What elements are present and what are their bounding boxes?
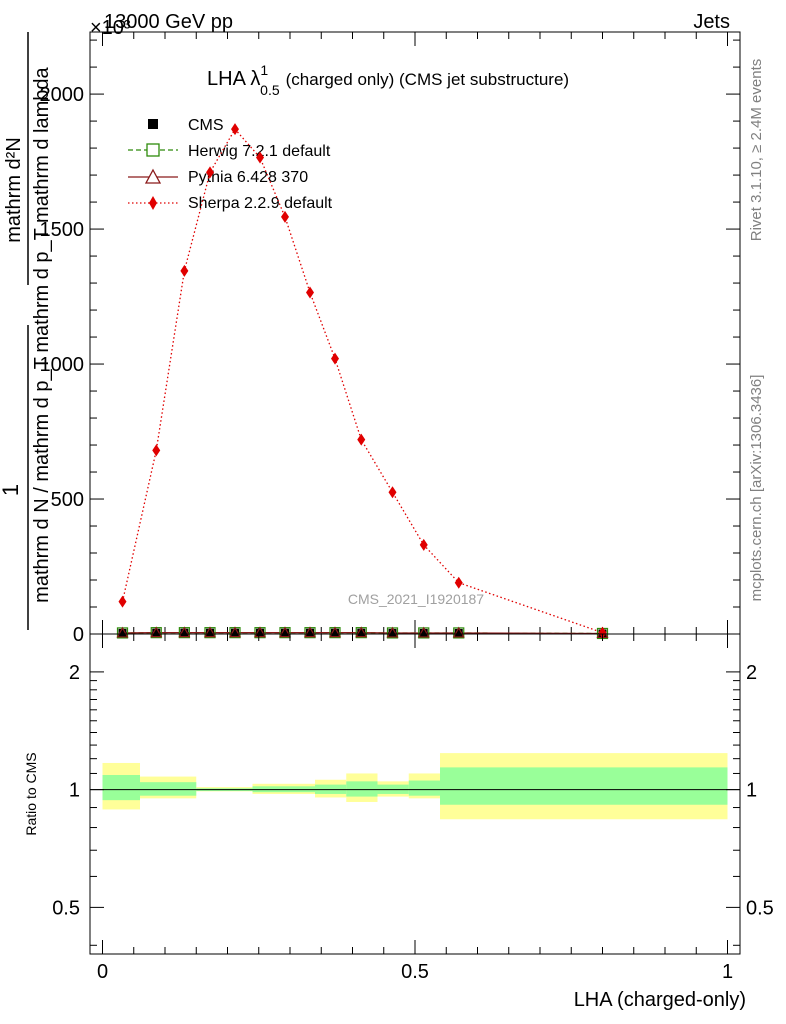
- sherpa-point: [419, 538, 428, 551]
- ratio-xtick-label: 0: [97, 961, 108, 983]
- sherpa-point: [388, 486, 397, 499]
- title-rest: (charged only) (CMS jet substructure): [286, 70, 569, 89]
- pythia-point: [228, 626, 242, 638]
- cms-point: [231, 628, 239, 637]
- ratio-panel: 0.5 0.51 12 2 0 0.5 1 Ratio to CMS LHA (charg…: [23, 633, 774, 1011]
- main-ytick-label: 1000: [40, 354, 85, 376]
- rivet-version-label: Rivet 3.1.10, ≥ 2.4M events: [748, 59, 765, 242]
- jets-label: Jets: [693, 11, 730, 33]
- sherpa-marker-icon: [149, 196, 157, 210]
- sherpa-point: [306, 286, 314, 299]
- title-sub: 0.5: [260, 82, 280, 98]
- sherpa-point: [454, 576, 463, 589]
- pythia-point: [417, 626, 430, 638]
- ratio-ytick-label-right: 1: [746, 780, 757, 802]
- sherpa-point: [206, 166, 214, 179]
- sherpa-point: [331, 352, 339, 365]
- pythia-point: [150, 626, 163, 638]
- cms-point: [206, 628, 214, 637]
- ratio-ytick-label-right: 0.5: [746, 897, 774, 919]
- green-band-bin: [102, 775, 140, 801]
- ratio-ytick-label-right: 2: [746, 662, 757, 684]
- ylabel-bottom: mathrm d N / mathrm d p_T: [31, 357, 53, 603]
- title-sup: 1: [260, 62, 268, 78]
- cms-point: [419, 628, 428, 637]
- legend-label-herwig: Herwig 7.2.1 default: [188, 143, 331, 160]
- cms-point: [331, 628, 339, 637]
- cms-point: [306, 628, 314, 637]
- ylabel-one: 1: [0, 484, 23, 496]
- cms-point: [357, 628, 366, 637]
- legend-label-cms: CMS: [188, 117, 224, 134]
- ratio-x-axis: 0 0.5 1: [97, 634, 733, 983]
- pythia-point: [386, 626, 399, 638]
- main-ytick-label: 1500: [40, 219, 85, 241]
- pythia-point: [452, 626, 465, 638]
- green-band-bin: [346, 781, 378, 797]
- ratio-ylabel: Ratio to CMS: [23, 752, 39, 835]
- main-ytick-label: 500: [51, 489, 84, 511]
- legend-entry-sherpa: Sherpa 2.2.9 default: [128, 195, 333, 212]
- sherpa-point: [152, 444, 161, 457]
- title-main: LHA λ: [207, 68, 260, 90]
- ratio-ytick-label: 2: [69, 662, 80, 684]
- pythia-point: [253, 626, 267, 638]
- herwig-marker-icon: [146, 143, 160, 157]
- pythia-point: [278, 626, 292, 638]
- exponent-label: ×10³: [90, 17, 131, 39]
- pythia-point: [178, 626, 191, 638]
- cms-point: [256, 628, 264, 637]
- cms-marker-icon: [148, 119, 158, 129]
- pythia-point: [203, 626, 217, 638]
- main-y-axis: 0 500 1000 1500 2000: [40, 39, 740, 646]
- plot-title: LHA λ1 0.5 (charged only) (CMS jet substru…: [207, 62, 569, 98]
- ratio-xlabel: LHA (charged-only): [574, 989, 746, 1011]
- cms-point: [454, 628, 463, 637]
- legend-entry-pythia: Pythia 6.428 370: [128, 168, 308, 186]
- sherpa-point: [281, 210, 289, 223]
- cms-point: [152, 628, 161, 637]
- ylabel-numerator: mathrm d²N: [3, 137, 25, 243]
- analysis-watermark: CMS_2021_I1920187: [348, 591, 484, 607]
- green-band-bin: [140, 782, 197, 796]
- sherpa-point: [180, 264, 189, 277]
- green-band-bin: [408, 780, 440, 796]
- pythia-point: [328, 626, 342, 638]
- sherpa-point: [357, 433, 366, 446]
- sherpa-point: [256, 151, 264, 164]
- green-band-bin: [477, 767, 728, 805]
- cms-point: [388, 628, 397, 637]
- main-ytick-label: 0: [73, 624, 84, 646]
- main-ytick-label: 2000: [40, 84, 85, 106]
- legend: CMS Herwig 7.2.1 default Pythia 6.428 37…: [128, 117, 333, 212]
- pythia-point: [303, 626, 317, 638]
- legend-entry-cms: CMS: [148, 117, 224, 134]
- energy-label: 13000 GeV pp: [104, 11, 233, 33]
- pythia-point: [116, 626, 129, 638]
- ylabel-denominator: mathrm d p_T mathrm d lambda: [31, 66, 53, 352]
- cms-point: [118, 628, 127, 637]
- sherpa-point: [118, 595, 127, 608]
- legend-label-pythia: Pythia 6.428 370: [188, 169, 308, 186]
- ratio-ytick-label: 1: [69, 780, 80, 802]
- cms-point: [180, 628, 189, 637]
- main-panel: 0 500 1000 1500 2000 LHA λ1 0.5 (charged only)…: [40, 31, 741, 646]
- ratio-xtick-label: 0.5: [401, 961, 429, 983]
- pythia-point: [355, 626, 368, 638]
- sherpa-point: [598, 626, 607, 639]
- ratio-ytick-label: 0.5: [52, 897, 80, 919]
- main-series: [116, 123, 609, 640]
- legend-entry-herwig: Herwig 7.2.1 default: [128, 143, 331, 160]
- legend-label-sherpa: Sherpa 2.2.9 default: [188, 195, 333, 212]
- green-band-bin: [440, 767, 478, 805]
- sherpa-point: [231, 123, 239, 136]
- cms-point: [281, 628, 289, 637]
- ratio-bands: [102, 753, 728, 820]
- mcplots-label: mcplots.cern.ch [arXiv:1306.3436]: [748, 375, 765, 602]
- ratio-y-axis: 0.5 0.5 1 1 2 2: [52, 662, 774, 946]
- ratio-xtick-label: 1: [722, 961, 733, 983]
- main-ylabel: mathrm d²N mathrm d p_T mathrm d lambda …: [0, 32, 53, 630]
- pythia-marker-icon: [144, 168, 162, 184]
